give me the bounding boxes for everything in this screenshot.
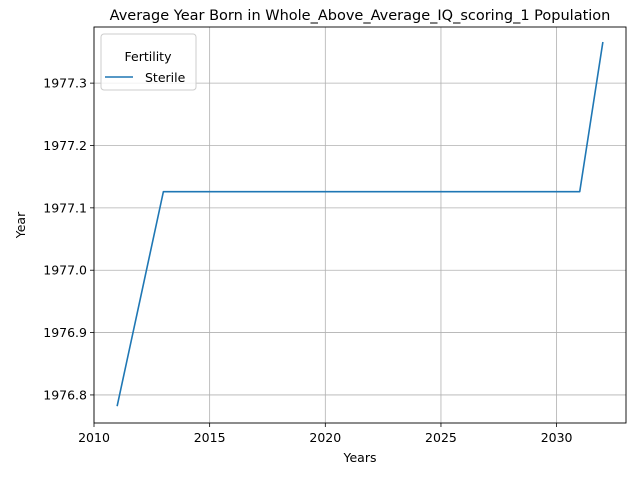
x-axis-ticks: 2010 2015 2020 2025 2030 bbox=[78, 423, 573, 445]
x-tick-label: 2010 bbox=[78, 430, 110, 445]
plot-frame bbox=[93, 26, 627, 424]
y-tick-label: 1977.0 bbox=[43, 263, 87, 278]
y-tick-label: 1977.1 bbox=[43, 200, 87, 215]
y-tick-label: 1977.3 bbox=[43, 76, 87, 91]
x-axis-label: Years bbox=[343, 450, 377, 465]
y-tick-label: 1976.9 bbox=[43, 325, 87, 340]
x-tick-label: 2020 bbox=[309, 430, 341, 445]
x-tick-label: 2015 bbox=[194, 430, 226, 445]
y-tick-label: 1976.8 bbox=[43, 387, 87, 402]
legend: Fertility Sterile bbox=[100, 33, 197, 91]
series-line-sterile bbox=[116, 41, 604, 407]
series-layer bbox=[116, 41, 604, 407]
chart-title: Average Year Born in Whole_Above_Average… bbox=[110, 8, 611, 24]
legend-title: Fertility bbox=[125, 49, 173, 64]
legend-entry-sterile: Sterile bbox=[145, 70, 186, 85]
y-axis-ticks: 1976.8 1976.9 1977.0 1977.1 1977.2 1977.3 bbox=[43, 76, 94, 402]
y-axis-label: Year bbox=[13, 211, 28, 239]
legend-box bbox=[100, 33, 197, 91]
x-tick-label: 2030 bbox=[541, 430, 573, 445]
y-tick-label: 1977.2 bbox=[43, 138, 87, 153]
x-tick-label: 2025 bbox=[425, 430, 457, 445]
